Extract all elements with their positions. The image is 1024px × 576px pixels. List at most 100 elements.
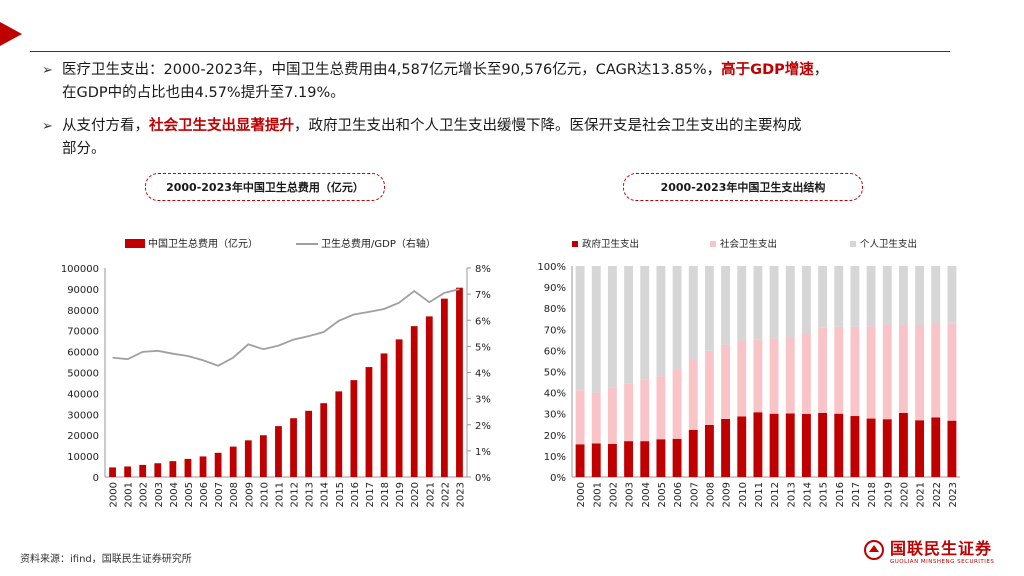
x-tick-label: 2004 [641,482,652,507]
y-tick-left: 40000 [67,389,99,400]
bar-total [380,353,388,477]
bar-total [350,380,358,477]
x-tick-label: 2001 [124,482,135,507]
bullet-arrow-icon: ➢ [42,119,53,134]
x-tick-label: 2007 [214,482,225,507]
y-tick: 10% [544,452,566,463]
bar-personal [575,266,585,391]
bullet-1-line1: 医疗卫生支出：2000-2023年，中国卫生总费用由4,587亿元增长至90,5… [62,62,828,78]
y-tick: 70% [544,325,566,336]
x-tick-label: 2013 [786,482,797,507]
y-tick: 0% [550,473,566,484]
bar-social [672,370,682,439]
bar-personal [915,266,925,326]
bar-social [704,350,714,425]
bar-personal [688,266,698,360]
y-tick-left: 90000 [67,285,99,296]
bar-total [169,461,177,477]
left-chart-title: 2000-2023年中国卫生总费用（亿元） [145,173,385,201]
bar-personal [672,266,682,371]
x-tick-label: 2009 [244,482,255,507]
x-tick-label: 2007 [689,482,700,507]
bar-total [290,418,297,477]
x-tick-label: 2017 [851,482,862,507]
bar-government [624,441,634,477]
bar-total [335,391,343,477]
bullet-1-line2: 在GDP中的占比也由4.57%提升至7.19%。 [62,85,345,101]
x-tick-label: 2014 [802,482,813,507]
bar-government [915,420,925,477]
bar-personal [607,266,617,388]
x-tick-label: 2012 [290,482,301,507]
bar-personal [818,266,828,328]
bar-social [607,387,617,444]
bar-social [785,337,795,414]
y-tick: 20% [544,431,566,442]
y-tick-right: 2% [475,421,491,432]
bar-social [882,324,892,420]
header-rule [30,51,950,52]
bar-government [931,417,941,477]
total-expenditure-chart: 中国卫生总费用（亿元） 卫生总费用/GDP（右轴） 0 10000 20000 30000… [61,237,491,507]
legend-label-total: 中国卫生总费用（亿元） [148,237,258,250]
bar-government [947,420,957,477]
x-tick-label: 2015 [335,482,346,507]
y-tick-left: 20000 [67,431,99,442]
bar-government [656,439,666,477]
bar-total [440,298,448,477]
x-tick-label: 2018 [867,482,878,507]
bar-social [801,333,811,414]
bar-government [898,412,908,477]
bar-personal [834,266,844,327]
bar-government [753,412,763,477]
bar-total [259,435,267,477]
bar-personal [898,266,908,325]
x-tick-label: 2003 [625,482,636,507]
y-tick-right: 1% [475,447,491,458]
y-tick: 90% [544,283,566,294]
bar-social [866,326,876,419]
logo-name: 国联民生证券 [890,539,993,558]
y-tick-right: 7% [475,290,491,301]
bar-government [737,416,747,477]
legend-swatch-total [125,239,145,248]
bar-social [834,326,844,414]
x-tick-label: 2016 [350,482,361,507]
bullet-2-line2: 部分。 [62,141,106,157]
y-tick: 50% [544,368,566,379]
bar-personal [931,266,941,323]
y-tick: 40% [544,389,566,400]
y-tick-right: 0% [475,473,491,484]
bar-personal [882,266,892,325]
bar-social [688,359,698,430]
bar-government [672,438,682,477]
logo-mark-icon [864,540,884,560]
bar-social [947,323,957,421]
bar-personal [591,266,601,393]
y-tick-left: 30000 [67,410,99,421]
bar-total [184,458,192,477]
x-tick-label: 2014 [320,482,331,507]
bar-personal [785,266,795,338]
x-tick-label: 2005 [657,482,668,507]
bar-total [154,463,162,477]
bar-government [575,444,585,477]
x-tick-label: 2002 [608,482,619,507]
bar-government [591,443,601,477]
legend-label-social: 社会卫生支出 [720,238,777,250]
bar-personal [850,266,860,327]
bar-government [850,416,860,477]
bar-social [898,324,908,413]
x-tick-label: 2000 [109,482,120,507]
y-tick: 60% [544,346,566,357]
x-tick-label: 2019 [395,482,406,507]
bar-personal [866,266,876,327]
x-tick-label: 2000 [576,482,587,507]
expenditure-structure-chart: 政府卫生支出 社会卫生支出 个人卫生支出 0% 10% 20% 30% 40% 50% 60% 70… [537,238,960,507]
bullet-arrow-icon: ➢ [42,63,53,78]
x-tick-label: 2006 [199,482,210,507]
x-tick-label: 2011 [274,482,285,507]
x-tick-label: 2019 [883,482,894,507]
x-tick-label: 2020 [899,482,910,507]
x-tick-label: 2012 [770,482,781,507]
